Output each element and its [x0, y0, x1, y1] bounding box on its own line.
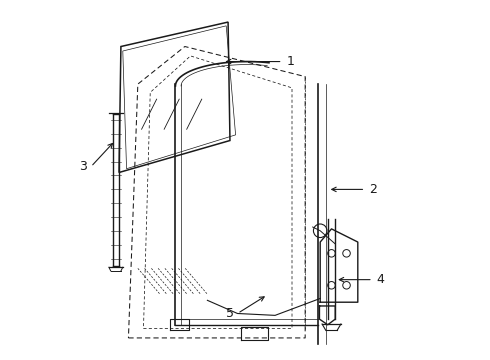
- Text: 3: 3: [79, 160, 87, 173]
- Text: 4: 4: [377, 273, 385, 286]
- Text: 5: 5: [226, 307, 234, 320]
- Text: 2: 2: [369, 183, 377, 196]
- Text: 1: 1: [286, 55, 294, 68]
